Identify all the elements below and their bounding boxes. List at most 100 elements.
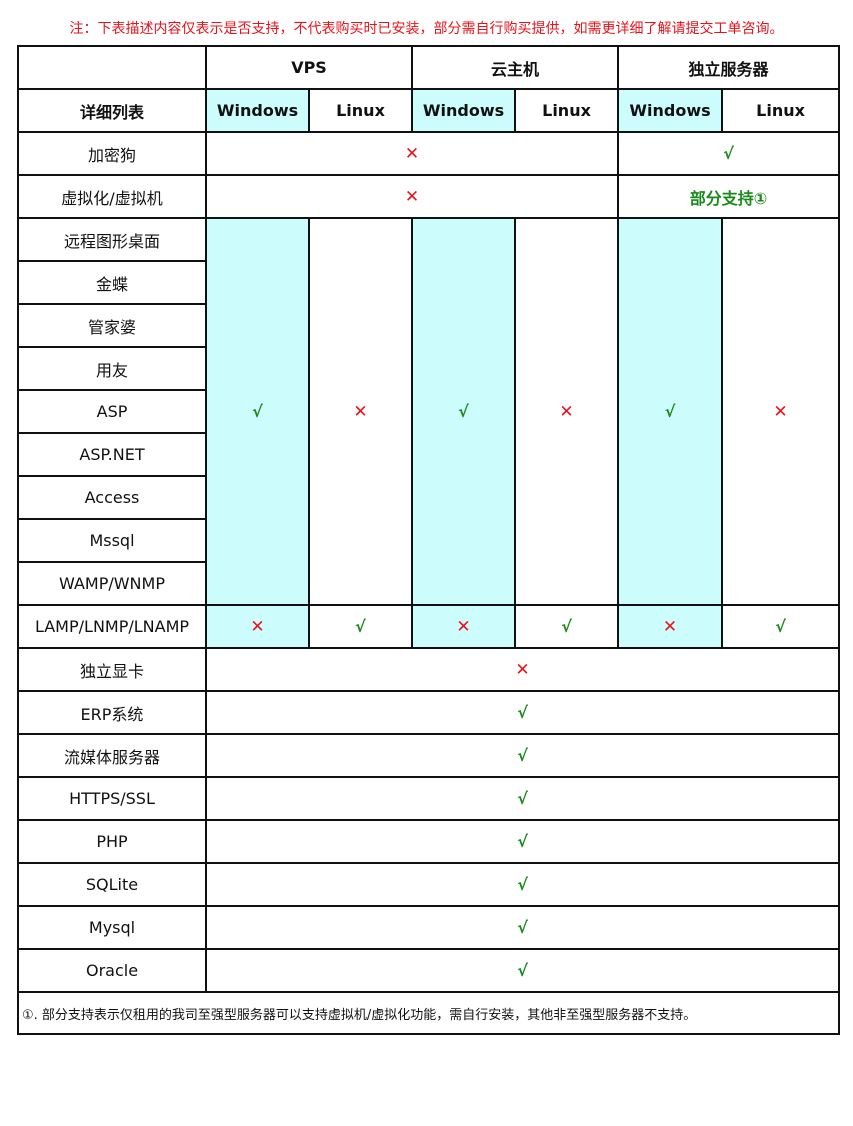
support-cell: √ (204, 776, 841, 821)
feature-support-table: VPS 云主机 独立服务器 详细列表 Windows Linux Windows… (16, 45, 841, 1035)
feature-label: 独立显卡 (17, 647, 207, 692)
os-linux: Linux (721, 88, 841, 133)
cross-icon: ✕ (353, 401, 368, 422)
table-row: PHP √ (17, 819, 841, 864)
support-cell: √ (204, 862, 841, 907)
cross-icon: ✕ (404, 143, 420, 164)
support-cell: √ (204, 905, 841, 950)
check-icon: √ (517, 961, 528, 980)
cross-icon: ✕ (404, 186, 420, 207)
table-row: 虚拟化/虚拟机 ✕ 部分支持① (17, 174, 841, 219)
check-icon: √ (664, 402, 676, 421)
support-cell: √ (204, 948, 841, 993)
footnote: ①. 部分支持表示仅租用的我司至强型服务器可以支持虚拟机/虚拟化功能，需自行安装… (16, 991, 841, 1035)
support-cell: √ (617, 131, 841, 176)
support-cell: √ (205, 217, 310, 606)
support-cell: √ (204, 690, 841, 735)
partial-support-label: 部分支持① (689, 188, 768, 208)
feature-label: Access (17, 475, 207, 520)
table-row: 独立显卡 ✕ (17, 647, 841, 692)
cross-icon: ✕ (250, 616, 265, 637)
table-row: 远程图形桌面 √ ✕ √ ✕ √ ✕ (17, 217, 841, 606)
header-empty (17, 45, 207, 90)
table-row: SQLite √ (17, 862, 841, 907)
table-row: 管家婆 (17, 303, 839, 348)
feature-label: 流媒体服务器 (17, 733, 207, 778)
support-cell: ✕ (617, 604, 724, 649)
check-icon: √ (517, 746, 528, 765)
group-dedicated-server: 独立服务器 (617, 45, 841, 90)
feature-label: PHP (17, 819, 207, 864)
table-row: HTTPS/SSL √ (17, 776, 841, 821)
feature-label: Mysql (17, 905, 207, 950)
footnote-row: ①. 部分支持表示仅租用的我司至强型服务器可以支持虚拟机/虚拟化功能，需自行安装… (16, 991, 841, 1035)
disclaimer-note: 注：下表描述内容仅表示是否支持，不代表购买时已安装，部分需自行购买提供，如需更详… (69, 21, 784, 37)
table-row: 用友 (17, 346, 839, 391)
support-cell: 部分支持① (617, 174, 841, 219)
support-cell: ✕ (204, 647, 841, 692)
table-row: WAMP/WNMP (17, 561, 839, 606)
cross-icon: ✕ (773, 401, 788, 422)
support-cell: ✕ (204, 131, 620, 176)
header-row-groups: VPS 云主机 独立服务器 (17, 45, 841, 90)
feature-label: 用友 (17, 346, 207, 391)
check-icon: √ (561, 617, 572, 636)
table-row: Oracle √ (17, 948, 841, 993)
os-windows: Windows (617, 88, 724, 133)
support-cell: √ (411, 217, 517, 606)
support-cell: ✕ (307, 217, 414, 606)
feature-label: Oracle (17, 948, 207, 993)
support-cell: √ (307, 604, 414, 649)
support-cell: √ (721, 604, 841, 649)
feature-label: HTTPS/SSL (17, 776, 207, 821)
group-vps: VPS (204, 45, 414, 90)
support-cell: √ (204, 819, 841, 864)
table-row: 金蝶 (17, 260, 839, 305)
feature-label: LAMP/LNMP/LNAMP (17, 604, 207, 649)
check-icon: √ (355, 617, 366, 636)
support-cell: √ (514, 604, 620, 649)
table-row: Mysql √ (17, 905, 841, 950)
feature-label: 加密狗 (17, 131, 207, 176)
os-linux: Linux (307, 88, 414, 133)
table-row: 加密狗 ✕ √ (17, 131, 841, 176)
feature-label: 管家婆 (17, 303, 207, 348)
table-row: Access (17, 475, 839, 520)
check-icon: √ (517, 703, 528, 722)
group-cloud-host: 云主机 (411, 45, 620, 90)
check-icon: √ (517, 875, 528, 894)
table-row: 流媒体服务器 √ (17, 733, 841, 778)
check-icon: √ (517, 832, 528, 851)
check-icon: √ (517, 918, 528, 937)
feature-label: ERP系统 (17, 690, 207, 735)
check-icon: √ (775, 617, 786, 636)
cross-icon: ✕ (662, 616, 678, 637)
row-label-header: 详细列表 (17, 88, 207, 133)
support-cell: ✕ (514, 217, 620, 606)
header-row-os: 详细列表 Windows Linux Windows Linux Windows… (17, 88, 841, 133)
support-cell: ✕ (721, 217, 841, 606)
table-row: Mssql (17, 518, 839, 563)
support-cell: ✕ (204, 174, 620, 219)
support-cell: √ (204, 733, 841, 778)
support-cell: ✕ (411, 604, 517, 649)
check-icon: √ (252, 402, 263, 421)
check-icon: √ (458, 402, 469, 421)
feature-label: 金蝶 (17, 260, 207, 305)
table-row: ASP.NET (17, 432, 839, 477)
table-row: ASP (17, 389, 839, 434)
os-windows: Windows (411, 88, 517, 133)
os-linux: Linux (514, 88, 620, 133)
cross-icon: ✕ (515, 659, 530, 680)
os-windows: Windows (205, 88, 310, 133)
support-cell: √ (617, 217, 724, 606)
feature-label: WAMP/WNMP (17, 561, 207, 606)
feature-label: 虚拟化/虚拟机 (17, 174, 207, 219)
check-icon: √ (517, 789, 528, 808)
feature-label: 远程图形桌面 (17, 217, 207, 262)
cross-icon: ✕ (456, 616, 471, 637)
feature-label: ASP.NET (17, 432, 207, 477)
check-icon: √ (723, 144, 734, 163)
cross-icon: ✕ (559, 401, 574, 422)
feature-label: SQLite (17, 862, 207, 907)
